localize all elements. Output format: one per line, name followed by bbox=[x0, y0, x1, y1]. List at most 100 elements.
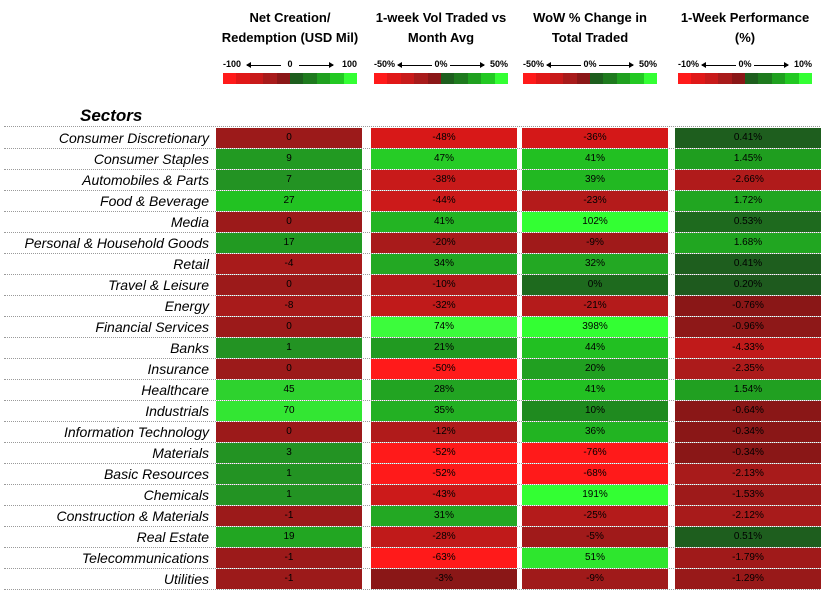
legend-color-bar bbox=[374, 73, 509, 84]
table-row: Materials 3 -52% -76% -0.34% bbox=[4, 442, 821, 464]
heatmap-cell-wow_change: 39% bbox=[522, 170, 668, 190]
legend-min-label: -50% bbox=[374, 59, 396, 69]
right-arrow-icon bbox=[599, 62, 634, 68]
heatmap-cell-performance: 1.68% bbox=[675, 233, 821, 253]
table-row: Basic Resources 1 -52% -68% -2.13% bbox=[4, 463, 821, 485]
sector-label: Automobiles & Parts bbox=[82, 172, 209, 188]
column-header-line: 1-Week Performance bbox=[680, 10, 810, 25]
legend-swatch bbox=[643, 73, 658, 84]
legend-swatch bbox=[330, 73, 344, 84]
table-row: Personal & Household Goods 17 -20% -9% 1.68% bbox=[4, 232, 821, 254]
heatmap-cell-net_creation: 70 bbox=[216, 401, 362, 421]
legend-min-label: -100 bbox=[223, 59, 242, 69]
heatmap-cell-performance: -0.96% bbox=[675, 317, 821, 337]
left-arrow-icon bbox=[701, 62, 736, 68]
heatmap-cell-wow_change: -21% bbox=[522, 296, 668, 316]
heatmap-cell-performance: 0.53% bbox=[675, 212, 821, 232]
column-header-line: 1-week Vol Traded vs bbox=[375, 10, 507, 25]
heatmap-cell-vol_vs_avg: -32% bbox=[371, 296, 517, 316]
table-row: Real Estate 19 -28% -5% 0.51% bbox=[4, 526, 821, 548]
sector-label: Personal & Household Goods bbox=[24, 235, 209, 251]
table-row: Industrials 70 35% 10% -0.64% bbox=[4, 400, 821, 422]
heatmap-cell-wow_change: 44% bbox=[522, 338, 668, 358]
legend-mid-label: 0 bbox=[287, 59, 293, 69]
legend-labels: -10% 0% 10% bbox=[678, 59, 812, 71]
heatmap-cell-wow_change: -9% bbox=[522, 233, 668, 253]
heatmap-cell-wow_change: 0% bbox=[522, 275, 668, 295]
sector-label: Travel & Leisure bbox=[108, 277, 209, 293]
sectors-title: Sectors bbox=[80, 106, 143, 125]
heatmap-cell-vol_vs_avg: -38% bbox=[371, 170, 517, 190]
heatmap-cell-net_creation: 27 bbox=[216, 191, 362, 211]
column-header-line: Total Traded bbox=[551, 30, 629, 45]
column-header-line: WoW % Change in bbox=[533, 10, 647, 25]
legend-swatch bbox=[616, 73, 631, 84]
legend-mid-label: 0% bbox=[738, 59, 752, 69]
legend-swatch bbox=[374, 73, 388, 84]
legend-swatch bbox=[249, 73, 264, 84]
heatmap-cell-net_creation: 1 bbox=[216, 485, 362, 505]
table-row: Healthcare 45 28% 41% 1.54% bbox=[4, 379, 821, 401]
legend-labels: -50% 0% 50% bbox=[523, 59, 657, 71]
heatmap-cell-vol_vs_avg: -10% bbox=[371, 275, 517, 295]
heatmap-cell-wow_change: 102% bbox=[522, 212, 668, 232]
legend-labels: -50% 0% 50% bbox=[374, 59, 508, 71]
heatmap-cell-net_creation: -8 bbox=[216, 296, 362, 316]
heatmap-cell-net_creation: 3 bbox=[216, 443, 362, 463]
legend-swatch bbox=[603, 73, 617, 84]
legend-color-bar bbox=[678, 73, 813, 84]
sector-label: Telecommunications bbox=[81, 550, 209, 566]
legend-swatch bbox=[718, 73, 732, 84]
legend-swatch bbox=[549, 73, 564, 84]
column-header-line: Month Avg bbox=[407, 30, 475, 45]
legend-swatch bbox=[785, 73, 799, 84]
table-row: Insurance 0 -50% 20% -2.35% bbox=[4, 358, 821, 380]
heatmap-cell-vol_vs_avg: -28% bbox=[371, 527, 517, 547]
heatmap-cell-net_creation: -4 bbox=[216, 254, 362, 274]
heatmap-cell-net_creation: 7 bbox=[216, 170, 362, 190]
sector-label: Food & Beverage bbox=[100, 193, 209, 209]
legend-swatch bbox=[387, 73, 401, 84]
legend-swatch bbox=[798, 73, 813, 84]
grid-top-line bbox=[4, 126, 820, 127]
sector-label: Energy bbox=[164, 298, 209, 314]
heatmap-cell-net_creation: 0 bbox=[216, 275, 362, 295]
column-header-line: (%) bbox=[734, 30, 756, 45]
left-arrow-icon bbox=[397, 62, 432, 68]
legend-swatch bbox=[771, 73, 786, 84]
heatmap-cell-vol_vs_avg: -52% bbox=[371, 443, 517, 463]
legend-swatch bbox=[563, 73, 577, 84]
legend-swatch bbox=[316, 73, 331, 84]
legend-swatch bbox=[427, 73, 442, 84]
heatmap-cell-vol_vs_avg: 41% bbox=[371, 212, 517, 232]
heatmap-cell-performance: -0.34% bbox=[675, 422, 821, 442]
legend-swatch bbox=[678, 73, 692, 84]
heatmap-cell-performance: 1.45% bbox=[675, 149, 821, 169]
legend-swatch bbox=[290, 73, 304, 84]
color-scale-legend-performance: -10% 0% 10% bbox=[678, 59, 813, 85]
table-row: Automobiles & Parts 7 -38% 39% -2.66% bbox=[4, 169, 821, 191]
heatmap-cell-net_creation: 0 bbox=[216, 128, 362, 148]
table-row: Media 0 41% 102% 0.53% bbox=[4, 211, 821, 233]
right-arrow-icon bbox=[299, 62, 334, 68]
table-row: Consumer Discretionary 0 -48% -36% 0.41% bbox=[4, 127, 821, 149]
column-header-line: Net Creation/ bbox=[249, 10, 331, 25]
heatmap-cell-performance: -2.12% bbox=[675, 506, 821, 526]
right-arrow-icon bbox=[754, 62, 789, 68]
legend-max-label: 10% bbox=[793, 59, 812, 69]
legend-swatch bbox=[691, 73, 705, 84]
heatmap-cell-net_creation: 0 bbox=[216, 212, 362, 232]
sector-label: Consumer Staples bbox=[93, 151, 209, 167]
sector-label: Industrials bbox=[145, 403, 209, 419]
legend-swatch bbox=[745, 73, 759, 84]
heatmap-cell-vol_vs_avg: 35% bbox=[371, 401, 517, 421]
legend-max-label: 50% bbox=[638, 59, 657, 69]
heatmap-cell-performance: 1.54% bbox=[675, 380, 821, 400]
heatmap-cell-performance: -1.53% bbox=[675, 485, 821, 505]
sector-label: Basic Resources bbox=[103, 466, 209, 482]
table-row: Information Technology 0 -12% 36% -0.34% bbox=[4, 421, 821, 443]
heatmap-cell-wow_change: 398% bbox=[522, 317, 668, 337]
heatmap-cell-wow_change: -9% bbox=[522, 569, 668, 589]
legend-swatch bbox=[414, 73, 428, 84]
sector-label: Insurance bbox=[147, 361, 209, 377]
